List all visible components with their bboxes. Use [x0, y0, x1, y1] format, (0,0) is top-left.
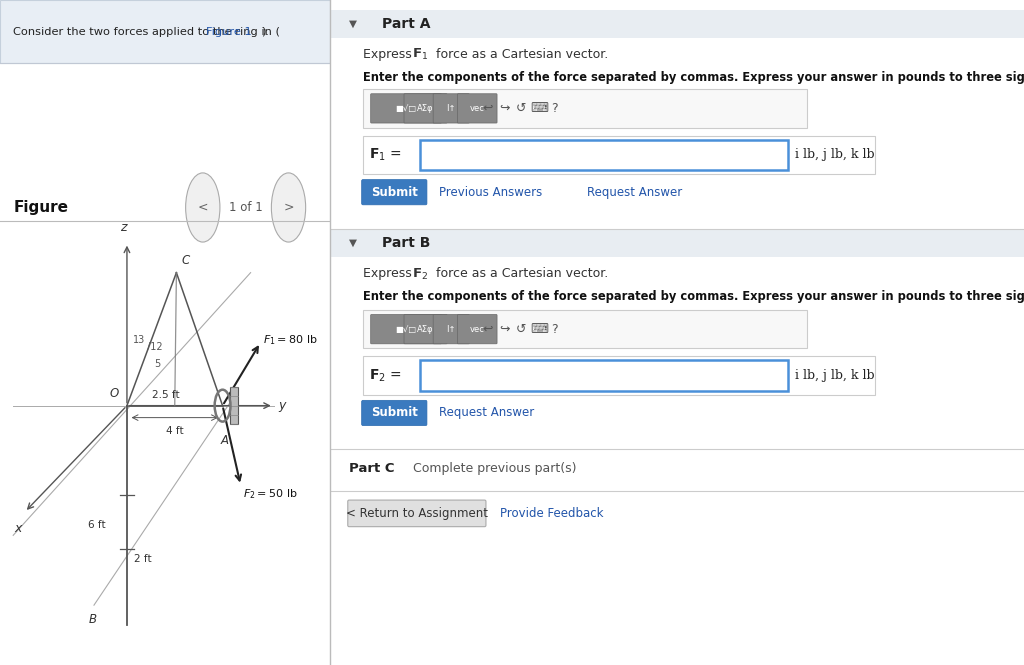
FancyBboxPatch shape [404, 315, 447, 344]
Text: ↺: ↺ [516, 323, 526, 336]
Text: Enter the components of the force separated by commas. Express your answer in po: Enter the components of the force separa… [364, 290, 1024, 303]
Text: ↩: ↩ [482, 102, 494, 115]
Text: ΑΣφ: ΑΣφ [418, 325, 434, 334]
Text: ↺: ↺ [516, 102, 526, 115]
FancyBboxPatch shape [433, 94, 469, 123]
Text: Submit: Submit [371, 186, 418, 199]
Text: ■√□: ■√□ [395, 325, 417, 334]
Text: 6 ft: 6 ft [88, 520, 105, 531]
FancyBboxPatch shape [458, 94, 497, 123]
Text: ↪: ↪ [500, 102, 510, 115]
FancyBboxPatch shape [361, 180, 427, 205]
Text: 2.5 ft: 2.5 ft [152, 390, 179, 400]
FancyBboxPatch shape [420, 360, 787, 391]
Text: Enter the components of the force separated by commas. Express your answer in po: Enter the components of the force separa… [364, 70, 1024, 84]
Text: I↑: I↑ [446, 104, 456, 113]
Text: $F_1 = 80\ \mathrm{lb}$: $F_1 = 80\ \mathrm{lb}$ [263, 334, 317, 347]
Text: /12: /12 [146, 342, 163, 352]
Text: ■√□: ■√□ [395, 104, 417, 113]
Text: 1 of 1: 1 of 1 [228, 201, 262, 214]
Text: $\mathbf{F}_2$: $\mathbf{F}_2$ [412, 267, 428, 281]
Text: Complete previous part(s): Complete previous part(s) [413, 462, 577, 475]
FancyBboxPatch shape [371, 315, 441, 344]
Text: ).: ). [261, 27, 269, 37]
Text: vec: vec [470, 104, 484, 113]
Text: x: x [14, 522, 22, 535]
Text: Consider the two forces applied to the ring in (: Consider the two forces applied to the r… [13, 27, 281, 37]
Text: ?: ? [551, 102, 558, 115]
Text: <: < [198, 201, 208, 214]
Text: Part B: Part B [382, 235, 430, 250]
Text: $F_2 = 50\ \mathrm{lb}$: $F_2 = 50\ \mathrm{lb}$ [244, 487, 298, 501]
Text: ?: ? [551, 323, 558, 336]
Text: < Return to Assignment: < Return to Assignment [345, 507, 487, 520]
FancyBboxPatch shape [361, 400, 427, 426]
Text: 2 ft: 2 ft [134, 553, 152, 564]
Text: Part A: Part A [382, 17, 430, 31]
Text: $\mathbf{F}_1$ =: $\mathbf{F}_1$ = [370, 147, 402, 163]
Text: 5: 5 [154, 359, 160, 370]
Text: Request Answer: Request Answer [587, 186, 682, 199]
Text: ▼: ▼ [349, 237, 357, 248]
FancyBboxPatch shape [330, 10, 1024, 38]
Text: Part C: Part C [349, 462, 394, 475]
Text: i lb, j lb, k lb: i lb, j lb, k lb [795, 369, 874, 382]
Text: Request Answer: Request Answer [439, 406, 535, 420]
Text: Submit: Submit [371, 406, 418, 420]
Text: ⌨: ⌨ [530, 102, 549, 115]
FancyBboxPatch shape [371, 94, 441, 123]
Bar [0, 221, 330, 665]
Circle shape [185, 173, 220, 242]
FancyBboxPatch shape [364, 310, 807, 348]
Text: ⌨: ⌨ [530, 323, 549, 336]
Text: ↪: ↪ [500, 323, 510, 336]
FancyBboxPatch shape [364, 136, 876, 174]
Text: force as a Cartesian vector.: force as a Cartesian vector. [432, 48, 608, 61]
Text: A: A [220, 434, 228, 447]
Text: ▼: ▼ [349, 19, 357, 29]
Text: y: y [279, 399, 286, 412]
Text: 13: 13 [133, 335, 145, 346]
Text: ΑΣφ: ΑΣφ [418, 104, 434, 113]
Text: vec: vec [470, 325, 484, 334]
FancyBboxPatch shape [364, 356, 876, 395]
Text: I↑: I↑ [446, 325, 456, 334]
Text: z: z [121, 221, 127, 234]
FancyBboxPatch shape [0, 0, 330, 63]
Text: force as a Cartesian vector.: force as a Cartesian vector. [432, 267, 608, 281]
Text: Express: Express [364, 48, 416, 61]
FancyBboxPatch shape [364, 89, 807, 128]
FancyBboxPatch shape [330, 229, 1024, 257]
Text: i lb, j lb, k lb: i lb, j lb, k lb [795, 148, 874, 162]
Text: ↩: ↩ [482, 323, 494, 336]
Text: Figure 1: Figure 1 [206, 27, 252, 37]
Text: $\mathbf{F}_1$: $\mathbf{F}_1$ [412, 47, 428, 62]
Text: Figure: Figure [13, 200, 69, 215]
FancyBboxPatch shape [348, 500, 486, 527]
Text: Express: Express [364, 267, 416, 281]
FancyBboxPatch shape [458, 315, 497, 344]
Circle shape [271, 173, 305, 242]
Text: Provide Feedback: Provide Feedback [500, 507, 603, 520]
Text: Previous Answers: Previous Answers [439, 186, 543, 199]
Text: $\mathbf{F}_2$ =: $\mathbf{F}_2$ = [370, 368, 402, 384]
Text: 4 ft: 4 ft [166, 426, 183, 436]
FancyBboxPatch shape [404, 94, 447, 123]
Text: O: O [110, 387, 119, 400]
FancyBboxPatch shape [433, 315, 469, 344]
FancyBboxPatch shape [420, 140, 787, 170]
Text: >: > [284, 201, 294, 214]
Bar [230, 387, 239, 424]
Text: B: B [88, 613, 96, 626]
Text: C: C [181, 254, 189, 267]
